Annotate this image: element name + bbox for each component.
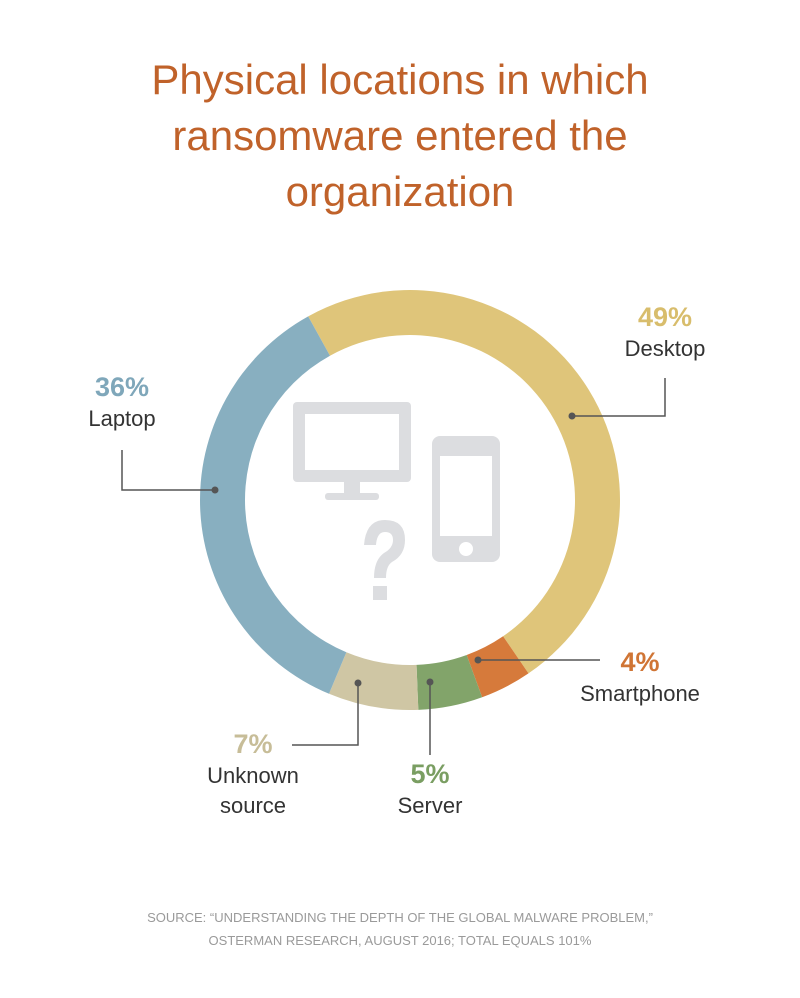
category-label: Smartphone	[580, 681, 700, 706]
value-label: 7%	[233, 729, 273, 759]
slice-label: 7% Unknown source	[193, 727, 313, 821]
source-note: SOURCE: “UNDERSTANDING THE DEPTH OF THE …	[147, 910, 653, 948]
leader-line	[121, 450, 215, 491]
value-label: 49%	[637, 302, 693, 332]
leader-dot	[354, 679, 362, 687]
donut-slice	[466, 636, 529, 698]
category-label: Server	[397, 793, 463, 818]
question-dot	[373, 586, 387, 600]
donut-slice	[416, 654, 483, 710]
slice-label: 4% Smartphone	[560, 645, 720, 709]
slice-label: 36% Laptop	[62, 370, 182, 434]
slice-label: 5% Server	[370, 757, 490, 821]
donut-slice	[199, 316, 347, 694]
question-icon	[364, 520, 405, 578]
monitor-screen	[305, 414, 399, 470]
leader-dot	[474, 656, 482, 664]
slice-label: 49% Desktop	[585, 300, 745, 364]
leader-dot	[568, 412, 576, 420]
leader-line	[572, 378, 666, 417]
donut-slice	[329, 652, 419, 710]
leader-dot	[426, 678, 434, 686]
leader-dot	[211, 486, 219, 494]
value-label: 36%	[94, 372, 150, 402]
center-icons	[293, 402, 500, 600]
monitor-base	[325, 493, 379, 500]
donut-slice	[308, 290, 620, 674]
leader-line	[292, 683, 359, 746]
category-label: Unknown source	[207, 763, 299, 818]
category-label: Laptop	[88, 406, 156, 431]
value-label: 4%	[620, 647, 660, 677]
phone-button	[459, 542, 473, 556]
value-label: 5%	[410, 759, 450, 789]
phone-screen	[440, 456, 492, 536]
chart-title: Physical locations in which ransomware e…	[151, 56, 649, 215]
category-label: Desktop	[624, 336, 706, 361]
monitor-stand	[344, 482, 360, 494]
